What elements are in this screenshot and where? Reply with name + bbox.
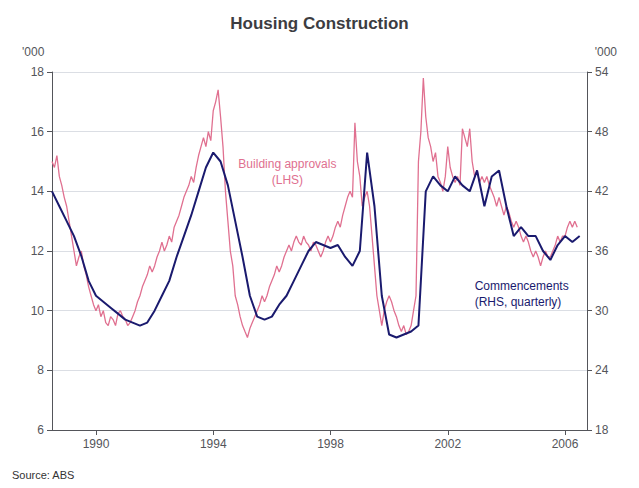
svg-text:24: 24 [595,363,609,377]
svg-text:18: 18 [31,65,45,79]
svg-text:16: 16 [31,125,45,139]
svg-text:30: 30 [595,304,609,318]
svg-text:(RHS, quarterly): (RHS, quarterly) [475,295,562,309]
svg-text:6: 6 [37,423,44,437]
svg-text:12: 12 [31,244,45,258]
svg-text:18: 18 [595,423,609,437]
svg-text:1998: 1998 [317,437,344,451]
svg-text:'000: '000 [595,45,618,59]
svg-text:Building approvals: Building approvals [238,157,336,171]
svg-text:54: 54 [595,65,609,79]
svg-text:48: 48 [595,125,609,139]
svg-text:2002: 2002 [434,437,461,451]
svg-text:'000: '000 [22,45,45,59]
svg-text:Commencements: Commencements [475,279,569,293]
svg-text:8: 8 [37,363,44,377]
svg-text:42: 42 [595,184,609,198]
svg-text:1990: 1990 [83,437,110,451]
svg-text:10: 10 [31,304,45,318]
svg-text:(LHS): (LHS) [272,173,303,187]
svg-text:2006: 2006 [552,437,579,451]
svg-text:Housing Construction: Housing Construction [230,14,408,33]
svg-text:1994: 1994 [200,437,227,451]
svg-text:14: 14 [31,184,45,198]
svg-text:36: 36 [595,244,609,258]
svg-text:Source: ABS: Source: ABS [12,469,74,481]
